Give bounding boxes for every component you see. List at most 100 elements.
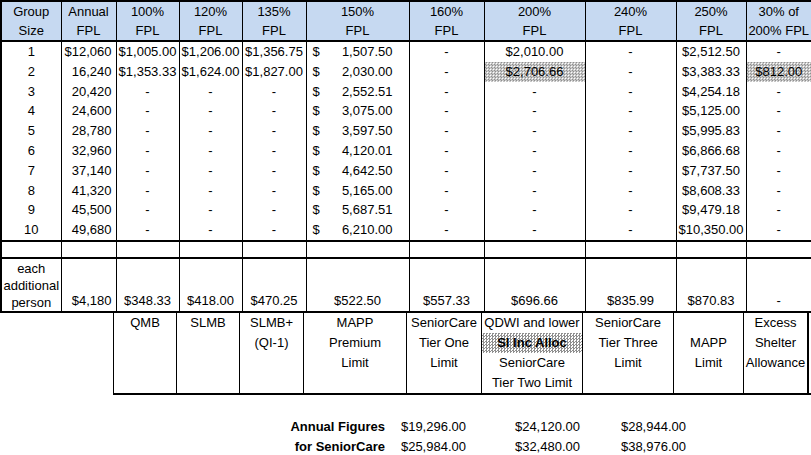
cell-r6-p120[interactable]: - xyxy=(179,141,242,161)
cell-r1-annual[interactable]: $12,060 xyxy=(61,41,116,62)
cell-r1-p30[interactable]: - xyxy=(746,41,811,62)
cell-r3-p30[interactable]: - xyxy=(746,82,811,102)
header-p30[interactable]: 30% of200% FPL xyxy=(746,1,811,41)
annual-figures-cell-1-2[interactable]: $24,120.00 xyxy=(466,417,580,437)
cell-r7-p135[interactable]: - xyxy=(242,161,306,181)
header-annual[interactable]: AnnualFPL xyxy=(61,1,116,41)
cell-r1-p250[interactable]: $2,512.50 xyxy=(676,41,746,62)
cell-r10-p250[interactable]: $10,350.00 xyxy=(676,220,746,241)
annual-figures-cell-1-1[interactable]: $19,296.00 xyxy=(388,417,466,437)
cell-r3-p160[interactable]: - xyxy=(409,82,484,102)
cell-r8-p120[interactable]: - xyxy=(179,181,242,201)
cell-r7-p240[interactable]: - xyxy=(585,161,676,181)
cell-r9-group[interactable]: 9 xyxy=(1,200,61,220)
cell-r1-p135[interactable]: $1,356.75 xyxy=(242,41,306,62)
cell-r10-p135[interactable]: - xyxy=(242,220,306,241)
cell-r3-p135[interactable]: - xyxy=(242,82,306,102)
cell-r7-annual[interactable]: 37,140 xyxy=(61,161,116,181)
cell-r3-p250[interactable]: $4,254.18 xyxy=(676,82,746,102)
cell-r10-p120[interactable]: - xyxy=(179,220,242,241)
addl-cell-p240[interactable]: $835.99 xyxy=(585,258,676,312)
cell-r7-p200[interactable]: - xyxy=(484,161,585,181)
cell-r6-p30[interactable]: - xyxy=(746,141,811,161)
addl-cell-p30[interactable]: - xyxy=(746,258,811,312)
program-label-p150[interactable]: MAPPPremiumLimit xyxy=(303,313,406,393)
cell-r9-p160[interactable]: - xyxy=(409,200,484,220)
header-p100[interactable]: 100%FPL xyxy=(116,1,179,41)
cell-r8-p200[interactable]: - xyxy=(484,181,585,201)
cell-r1-p200[interactable]: $2,010.00 xyxy=(484,41,585,62)
cell-r10-p160[interactable]: - xyxy=(409,220,484,241)
addl-cell-p150[interactable]: $522.50 xyxy=(306,258,409,312)
annual-figures-cell-2-2[interactable]: $32,480.00 xyxy=(466,437,580,455)
header-p160[interactable]: 160%FPL xyxy=(409,1,484,41)
cell-r2-p160[interactable]: - xyxy=(409,62,484,82)
addl-cell-p160[interactable]: $557.33 xyxy=(409,258,484,312)
header-p240[interactable]: 240%FPL xyxy=(585,1,676,41)
cell-r6-p160[interactable]: - xyxy=(409,141,484,161)
annual-figures-cell-1-3[interactable]: $28,944.00 xyxy=(580,417,686,437)
addl-cell-p100[interactable]: $348.33 xyxy=(116,258,179,312)
cell-r1-p240[interactable]: - xyxy=(585,41,676,62)
cell-r6-p200[interactable]: - xyxy=(484,141,585,161)
cell-r10-p150[interactable]: $6,210.00 xyxy=(306,220,409,241)
cell-r9-p100[interactable]: - xyxy=(116,200,179,220)
cell-r9-p30[interactable]: - xyxy=(746,200,811,220)
cell-r2-group[interactable]: 2 xyxy=(1,62,61,82)
cell-r8-p240[interactable]: - xyxy=(585,181,676,201)
cell-r9-p250[interactable]: $9,479.18 xyxy=(676,200,746,220)
cell-r2-p120[interactable]: $1,624.00 xyxy=(179,62,242,82)
header-p250[interactable]: 250%FPL xyxy=(676,1,746,41)
program-label-p135[interactable]: SLMB+(QI-1) xyxy=(239,313,303,393)
cell-r5-group[interactable]: 5 xyxy=(1,121,61,141)
cell-r1-p150[interactable]: $1,507.50 xyxy=(306,41,409,62)
cell-r2-p100[interactable]: $1,353.33 xyxy=(116,62,179,82)
cell-r6-p240[interactable]: - xyxy=(585,141,676,161)
program-label-p250[interactable]: MAPPLimit xyxy=(673,313,743,393)
cell-r4-p160[interactable]: - xyxy=(409,101,484,121)
addl-cell-p135[interactable]: $470.25 xyxy=(242,258,306,312)
cell-r4-group[interactable]: 4 xyxy=(1,101,61,121)
cell-r5-p100[interactable]: - xyxy=(116,121,179,141)
cell-r5-annual[interactable]: 28,780 xyxy=(61,121,116,141)
spacer-cell-p135[interactable] xyxy=(242,241,306,258)
cell-r6-p135[interactable]: - xyxy=(242,141,306,161)
cell-r7-p120[interactable]: - xyxy=(179,161,242,181)
cell-r9-p240[interactable]: - xyxy=(585,200,676,220)
cell-r8-p100[interactable]: - xyxy=(116,181,179,201)
addl-cell-p250[interactable]: $870.83 xyxy=(676,258,746,312)
cell-r5-p150[interactable]: $3,597.50 xyxy=(306,121,409,141)
cell-r9-p135[interactable]: - xyxy=(242,200,306,220)
cell-r10-p240[interactable]: - xyxy=(585,220,676,241)
cell-r3-p200[interactable]: - xyxy=(484,82,585,102)
cell-r6-p250[interactable]: $6,866.68 xyxy=(676,141,746,161)
cell-r4-p30[interactable]: - xyxy=(746,101,811,121)
cell-r8-p150[interactable]: $5,165.00 xyxy=(306,181,409,201)
cell-r6-annual[interactable]: 32,960 xyxy=(61,141,116,161)
cell-r7-p100[interactable]: - xyxy=(116,161,179,181)
cell-r3-p120[interactable]: - xyxy=(179,82,242,102)
addl-cell-group[interactable]: eachadditionalperson xyxy=(1,258,61,312)
program-label-p30[interactable]: ExcessShelterAllowance xyxy=(743,313,809,393)
spacer-cell-p200[interactable] xyxy=(484,241,585,258)
cell-r10-p200[interactable]: - xyxy=(484,220,585,241)
cell-r5-p120[interactable]: - xyxy=(179,121,242,141)
spacer-cell-group[interactable] xyxy=(1,241,61,258)
spacer-cell-p30[interactable] xyxy=(746,241,811,258)
cell-r6-p150[interactable]: $4,120.01 xyxy=(306,141,409,161)
program-label-p100[interactable]: QMB xyxy=(113,313,176,393)
cell-r10-group[interactable]: 10 xyxy=(1,220,61,241)
cell-r5-p250[interactable]: $5,995.83 xyxy=(676,121,746,141)
program-label-p200[interactable]: QDWI and lowerSI Inc AllocSeniorCareTier… xyxy=(481,313,582,393)
cell-r10-p30[interactable]: - xyxy=(746,220,811,241)
cell-r4-p200[interactable]: - xyxy=(484,101,585,121)
cell-r7-group[interactable]: 7 xyxy=(1,161,61,181)
spacer-cell-p150[interactable] xyxy=(306,241,409,258)
header-p150[interactable]: 150%FPL xyxy=(306,1,409,41)
cell-r8-group[interactable]: 8 xyxy=(1,181,61,201)
cell-r5-p135[interactable]: - xyxy=(242,121,306,141)
cell-r7-p160[interactable]: - xyxy=(409,161,484,181)
cell-r4-p240[interactable]: - xyxy=(585,101,676,121)
spacer-cell-p160[interactable] xyxy=(409,241,484,258)
cell-r9-p120[interactable]: - xyxy=(179,200,242,220)
